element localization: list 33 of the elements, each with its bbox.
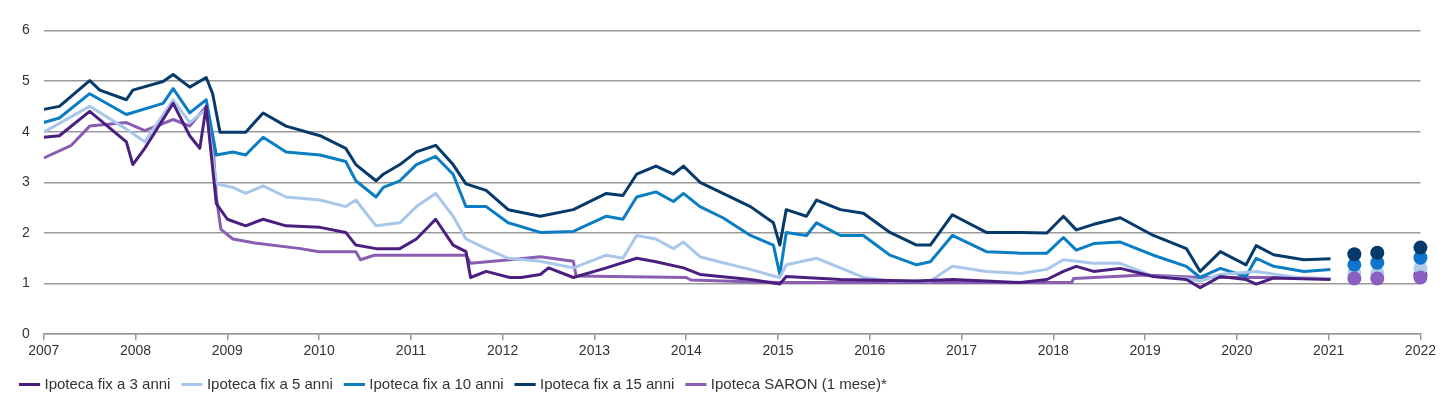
x-tick-label: 2021 <box>1313 342 1345 359</box>
legend-label: Ipoteca fix a 5 anni <box>206 374 333 392</box>
point <box>1370 271 1385 286</box>
legend-label: Ipoteca SARON (1 mese)* <box>710 374 887 392</box>
x-tick-label: 2015 <box>762 342 794 359</box>
legend-label: Ipoteca fix a 3 anni <box>44 374 171 392</box>
x-tick-label: 2008 <box>119 342 152 359</box>
x-tick-label: 2019 <box>1129 342 1161 359</box>
legend-label: Ipoteca fix a 10 anni <box>369 374 504 392</box>
y-tick-label: 2 <box>21 223 30 240</box>
x-tick-label: 2017 <box>945 342 978 359</box>
x-tick-label: 2010 <box>303 342 335 359</box>
point <box>1347 271 1362 286</box>
x-tick-label: 2022 <box>1404 342 1437 359</box>
x-tick-label: 2007 <box>28 342 60 359</box>
x-tick-label: 2014 <box>670 342 702 359</box>
point <box>1370 245 1385 260</box>
y-tick-label: 6 <box>21 21 30 38</box>
x-tick-label: 2009 <box>211 342 244 359</box>
y-tick-label: 5 <box>21 71 30 88</box>
point <box>1347 247 1362 262</box>
point <box>1413 240 1428 255</box>
x-tick-label: 2011 <box>395 342 427 359</box>
x-tick-label: 2016 <box>854 342 886 359</box>
x-tick-label: 2018 <box>1037 342 1070 359</box>
x-tick-label: 2013 <box>578 342 611 359</box>
y-tick-label: 1 <box>21 274 30 291</box>
legend-label: Ipoteca fix a 15 anni <box>540 374 675 392</box>
x-tick-label: 2020 <box>1221 342 1253 359</box>
y-tick-label: 3 <box>21 173 30 190</box>
x-tick-label: 2012 <box>487 342 519 359</box>
y-tick-label: 4 <box>21 122 30 139</box>
y-tick-label: 0 <box>21 325 30 342</box>
